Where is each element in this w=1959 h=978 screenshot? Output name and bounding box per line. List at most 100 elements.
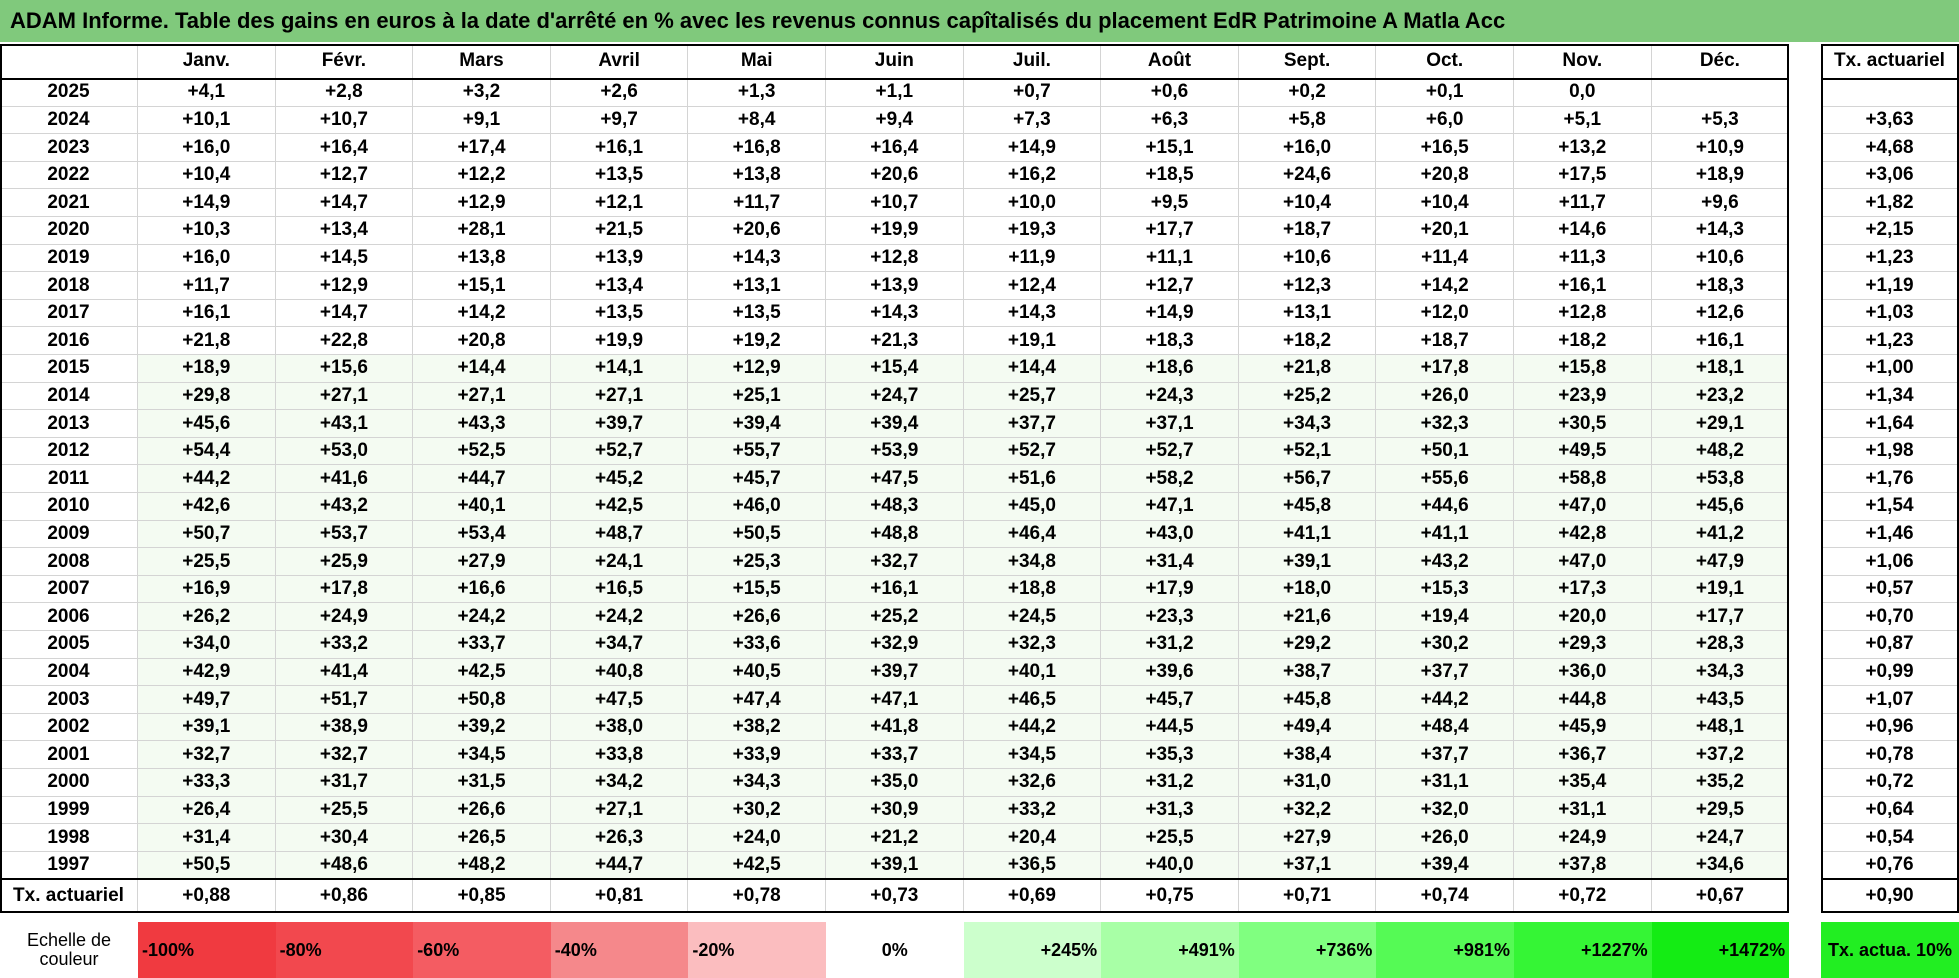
gain-cell: +32,7	[275, 741, 414, 769]
gain-cell: +9,6	[1651, 189, 1790, 217]
gain-cell: +30,2	[688, 796, 826, 825]
gain-cell: +18,1	[1651, 355, 1790, 383]
gain-cell: +34,3	[688, 769, 826, 797]
gain-cell: +39,1	[138, 713, 276, 742]
tx-cell: +2,15	[1821, 217, 1959, 245]
month-header: Avril	[550, 44, 689, 79]
year-label: 2000	[0, 769, 138, 797]
gain-cell: +10,9	[1651, 134, 1790, 162]
header-rule	[1821, 78, 1959, 80]
gain-cell: +19,3	[963, 217, 1102, 245]
gain-cell: +12,4	[963, 272, 1102, 300]
gain-cell: +49,7	[138, 686, 276, 714]
tx-cell: +3,63	[1821, 106, 1959, 135]
gain-cell: +47,9	[1651, 548, 1790, 576]
gain-cell: +47,0	[1514, 548, 1652, 576]
gain-cell: +34,8	[963, 548, 1102, 576]
gain-cell: +48,8	[826, 520, 964, 549]
gain-cell: +1,1	[826, 79, 964, 107]
gain-cell: +26,6	[688, 603, 826, 631]
gain-cell: +11,9	[963, 244, 1102, 273]
gain-cell: +44,7	[413, 465, 551, 493]
gain-cell: +44,6	[1376, 493, 1514, 521]
gain-cell: +38,4	[1238, 741, 1377, 769]
gain-cell: +41,1	[1238, 520, 1377, 549]
tx-cell: +3,06	[1821, 161, 1959, 190]
gain-cell: +48,7	[550, 520, 689, 549]
gain-cell: +41,4	[275, 658, 414, 687]
gain-cell: +10,0	[963, 189, 1102, 217]
gain-cell: +33,9	[688, 741, 826, 769]
gain-cell: +20,6	[826, 161, 964, 190]
gain-cell: +11,1	[1101, 244, 1239, 273]
gain-cell: +41,2	[1651, 520, 1790, 549]
gain-cell: +12,0	[1376, 299, 1514, 328]
scale-step: -20%	[688, 922, 826, 978]
gain-cell: +42,5	[413, 658, 551, 687]
gain-cell: +33,7	[826, 741, 964, 769]
gain-cell: +45,9	[1514, 713, 1652, 742]
gain-cell: +6,0	[1376, 106, 1514, 135]
gain-cell: +25,1	[688, 382, 826, 411]
gain-cell: +12,8	[1514, 299, 1652, 328]
gain-cell: +50,5	[688, 520, 826, 549]
gain-cell: +27,1	[550, 382, 689, 411]
gain-cell: +29,3	[1514, 631, 1652, 659]
gain-cell: +13,9	[826, 272, 964, 300]
gain-cell: +55,7	[688, 437, 826, 466]
footer-tx: +0,90	[1821, 879, 1959, 914]
gain-cell: +31,1	[1514, 796, 1652, 825]
tx-cell: +0,54	[1821, 824, 1959, 852]
gain-cell: +27,9	[413, 548, 551, 576]
gain-cell: +27,9	[1238, 824, 1377, 852]
gain-cell: +26,6	[413, 796, 551, 825]
gain-cell: +13,1	[1238, 299, 1377, 328]
year-label: 2008	[0, 548, 138, 576]
gain-cell: +14,5	[275, 244, 414, 273]
gain-cell: +14,3	[1651, 217, 1790, 245]
gain-cell: +13,9	[550, 244, 689, 273]
gain-cell: +13,4	[275, 217, 414, 245]
gain-cell: +47,4	[688, 686, 826, 714]
month-header: Oct.	[1376, 44, 1514, 79]
gain-cell: +32,7	[826, 548, 964, 576]
gain-cell: +16,4	[275, 134, 414, 162]
gain-cell: +24,0	[688, 824, 826, 852]
gain-cell: +34,3	[1238, 410, 1377, 438]
gain-cell: +36,7	[1514, 741, 1652, 769]
gain-cell: +30,9	[826, 796, 964, 825]
gain-cell: +7,3	[963, 106, 1102, 135]
gain-cell: +27,1	[550, 796, 689, 825]
gain-cell: +15,5	[688, 575, 826, 604]
gain-cell: +9,7	[550, 106, 689, 135]
gain-cell: +19,9	[550, 327, 689, 355]
gain-cell: +12,9	[688, 355, 826, 383]
gain-cell: +43,3	[413, 410, 551, 438]
gain-cell: +28,3	[1651, 631, 1790, 659]
footer-value: +0,69	[963, 879, 1102, 914]
gain-cell: +58,8	[1514, 465, 1652, 493]
gain-cell: +9,5	[1101, 189, 1239, 217]
gain-cell: +47,0	[1514, 493, 1652, 521]
gain-cell: +39,4	[1376, 851, 1514, 880]
gain-cell: +26,5	[413, 824, 551, 852]
gain-cell: +18,2	[1238, 327, 1377, 355]
gain-cell: +29,8	[138, 382, 276, 411]
gain-cell: +19,1	[963, 327, 1102, 355]
gain-cell: +47,5	[826, 465, 964, 493]
year-label: 2013	[0, 410, 138, 438]
gain-cell: +14,3	[963, 299, 1102, 328]
gain-cell: +6,3	[1101, 106, 1239, 135]
year-label: 2025	[0, 79, 138, 107]
gain-cell: +53,9	[826, 437, 964, 466]
gain-cell: +14,4	[963, 355, 1102, 383]
gain-cell: +43,5	[1651, 686, 1790, 714]
gain-cell: +0,2	[1238, 79, 1377, 107]
gain-cell: +52,7	[550, 437, 689, 466]
year-label: 2024	[0, 106, 138, 135]
gain-cell: +37,8	[1514, 851, 1652, 880]
gain-cell: +21,3	[826, 327, 964, 355]
gain-cell: +52,7	[963, 437, 1102, 466]
gain-cell: +40,1	[963, 658, 1102, 687]
